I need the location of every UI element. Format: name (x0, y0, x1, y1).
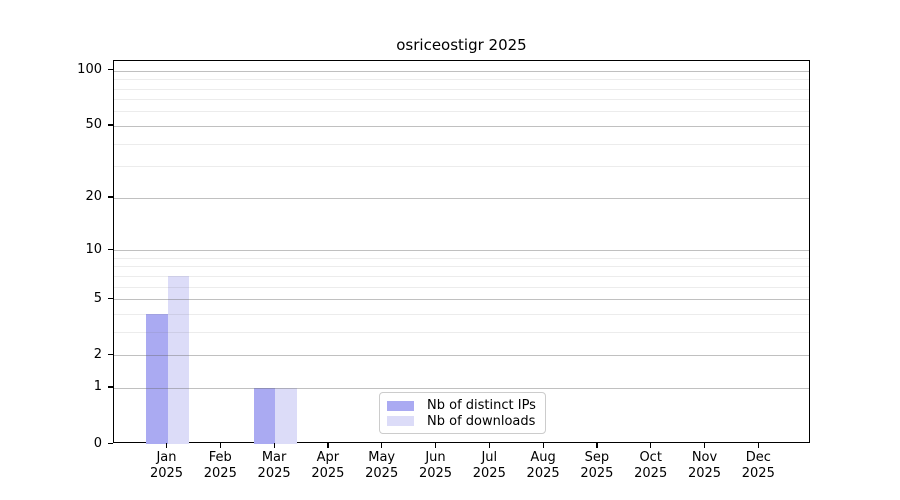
gridline-minor-9 (114, 257, 809, 259)
x-tick-year: 2025 (580, 466, 614, 481)
x-tick-mark-apr (327, 443, 329, 448)
legend-swatch-distinct-ips (387, 400, 414, 411)
x-tick-mark-aug (542, 443, 544, 448)
x-tick-label-aug: Aug 2025 (508, 450, 578, 482)
gridline-major-50 (114, 125, 809, 127)
x-tick-year: 2025 (149, 466, 184, 481)
bar-downloads-jan (167, 275, 189, 444)
x-tick-month: Sep (584, 450, 610, 465)
x-tick-label-jun: Jun 2025 (401, 450, 471, 482)
y-tick-mark-0 (108, 442, 113, 444)
x-tick-year: 2025 (687, 466, 722, 481)
x-tick-label-nov: Nov 2025 (670, 450, 740, 482)
y-tick-label-1: 1 (93, 379, 102, 395)
x-tick-month: Oct (639, 450, 662, 465)
x-tick-month: Feb (208, 450, 232, 465)
gridline-minor-8 (114, 266, 809, 268)
x-tick-year: 2025 (634, 466, 668, 481)
x-tick-mark-jan (166, 443, 168, 448)
x-tick-label-jan: Jan 2025 (132, 450, 202, 482)
x-tick-year: 2025 (257, 466, 291, 481)
x-tick-mark-dec (757, 443, 760, 448)
y-tick-label-100: 100 (77, 62, 102, 78)
x-tick-label-sep: Sep 2025 (562, 450, 632, 482)
legend-label: Nb of distinct IPs (427, 398, 536, 414)
bar-downloads-mar (275, 387, 297, 444)
x-tick-year: 2025 (365, 466, 399, 481)
y-tick-label-5: 5 (93, 290, 102, 306)
x-tick-mark-jun (435, 443, 437, 448)
x-tick-month: Jun (425, 450, 446, 465)
x-tick-mark-feb (219, 443, 222, 448)
x-tick-year: 2025 (472, 466, 506, 481)
gridline-minor-4 (114, 313, 809, 315)
x-tick-label-jul: Jul 2025 (454, 450, 524, 482)
x-tick-month: Aug (530, 450, 556, 465)
x-tick-mark-jul (488, 443, 491, 448)
x-tick-month: Jul (481, 450, 498, 465)
x-tick-month: Apr (316, 450, 340, 465)
x-tick-year: 2025 (741, 466, 775, 481)
x-tick-month: Mar (261, 450, 287, 465)
y-tick-mark-100 (108, 69, 113, 71)
legend: Nb of distinct IPs Nb of downloads (379, 392, 546, 434)
gridline-major-100 (114, 70, 809, 72)
gridline-major-2 (114, 355, 809, 357)
y-tick-label-20: 20 (85, 189, 102, 205)
gridline-minor-90 (114, 79, 809, 81)
chart-title: osriceostigr 2025 (396, 36, 527, 54)
legend-swatch-downloads (387, 416, 414, 427)
gridline-minor-60 (114, 111, 809, 113)
gridline-minor-70 (114, 99, 809, 101)
gridline-major-10 (114, 250, 809, 252)
x-tick-label-oct: Oct 2025 (616, 450, 686, 482)
x-tick-month: Nov (691, 450, 718, 465)
y-tick-mark-2 (108, 353, 113, 355)
x-tick-label-apr: Apr 2025 (293, 450, 363, 482)
x-tick-month: Dec (745, 450, 771, 465)
x-tick-label-feb: Feb 2025 (185, 450, 255, 482)
x-tick-year: 2025 (418, 466, 453, 481)
y-tick-label-2: 2 (93, 346, 102, 362)
x-tick-mark-nov (704, 443, 706, 448)
x-tick-label-dec: Dec 2025 (723, 450, 793, 482)
gridline-minor-6 (114, 286, 809, 288)
bar-distinct-ips-jan (146, 313, 168, 444)
x-tick-mark-oct (650, 443, 652, 448)
y-tick-label-50: 50 (85, 117, 102, 133)
x-tick-year: 2025 (311, 466, 345, 481)
y-tick-mark-1 (108, 386, 113, 388)
y-tick-mark-20 (108, 196, 113, 198)
y-tick-mark-5 (108, 297, 113, 299)
gridline-major-20 (114, 197, 809, 199)
x-tick-label-may: May 2025 (347, 450, 417, 482)
x-tick-mark-sep (596, 443, 598, 448)
x-tick-year: 2025 (526, 466, 560, 481)
y-tick-label-10: 10 (85, 241, 102, 257)
y-tick-label-0: 0 (93, 435, 102, 451)
gridline-minor-30 (114, 166, 809, 168)
gridline-minor-7 (114, 275, 809, 277)
x-tick-month: May (368, 450, 396, 465)
gridline-minor-80 (114, 88, 809, 90)
x-tick-mark-mar (273, 443, 275, 448)
gridline-minor-3 (114, 331, 809, 333)
legend-row-distinct-ips: Nb of distinct IPs (387, 398, 537, 414)
x-tick-label-mar: Mar 2025 (239, 450, 309, 482)
y-tick-mark-10 (108, 248, 113, 250)
legend-row-downloads: Nb of downloads (387, 414, 537, 430)
legend-label: Nb of downloads (427, 413, 536, 429)
y-tick-mark-50 (108, 124, 113, 126)
x-tick-month: Jan (156, 450, 177, 465)
gridline-minor-40 (114, 143, 809, 145)
gridline-major-5 (114, 299, 809, 301)
bar-distinct-ips-mar (253, 387, 276, 444)
gridline-major-1 (114, 387, 809, 389)
x-tick-year: 2025 (203, 466, 237, 481)
plot-area: Nb of distinct IPs Nb of downloads (113, 60, 810, 444)
x-tick-mark-may (381, 443, 383, 448)
